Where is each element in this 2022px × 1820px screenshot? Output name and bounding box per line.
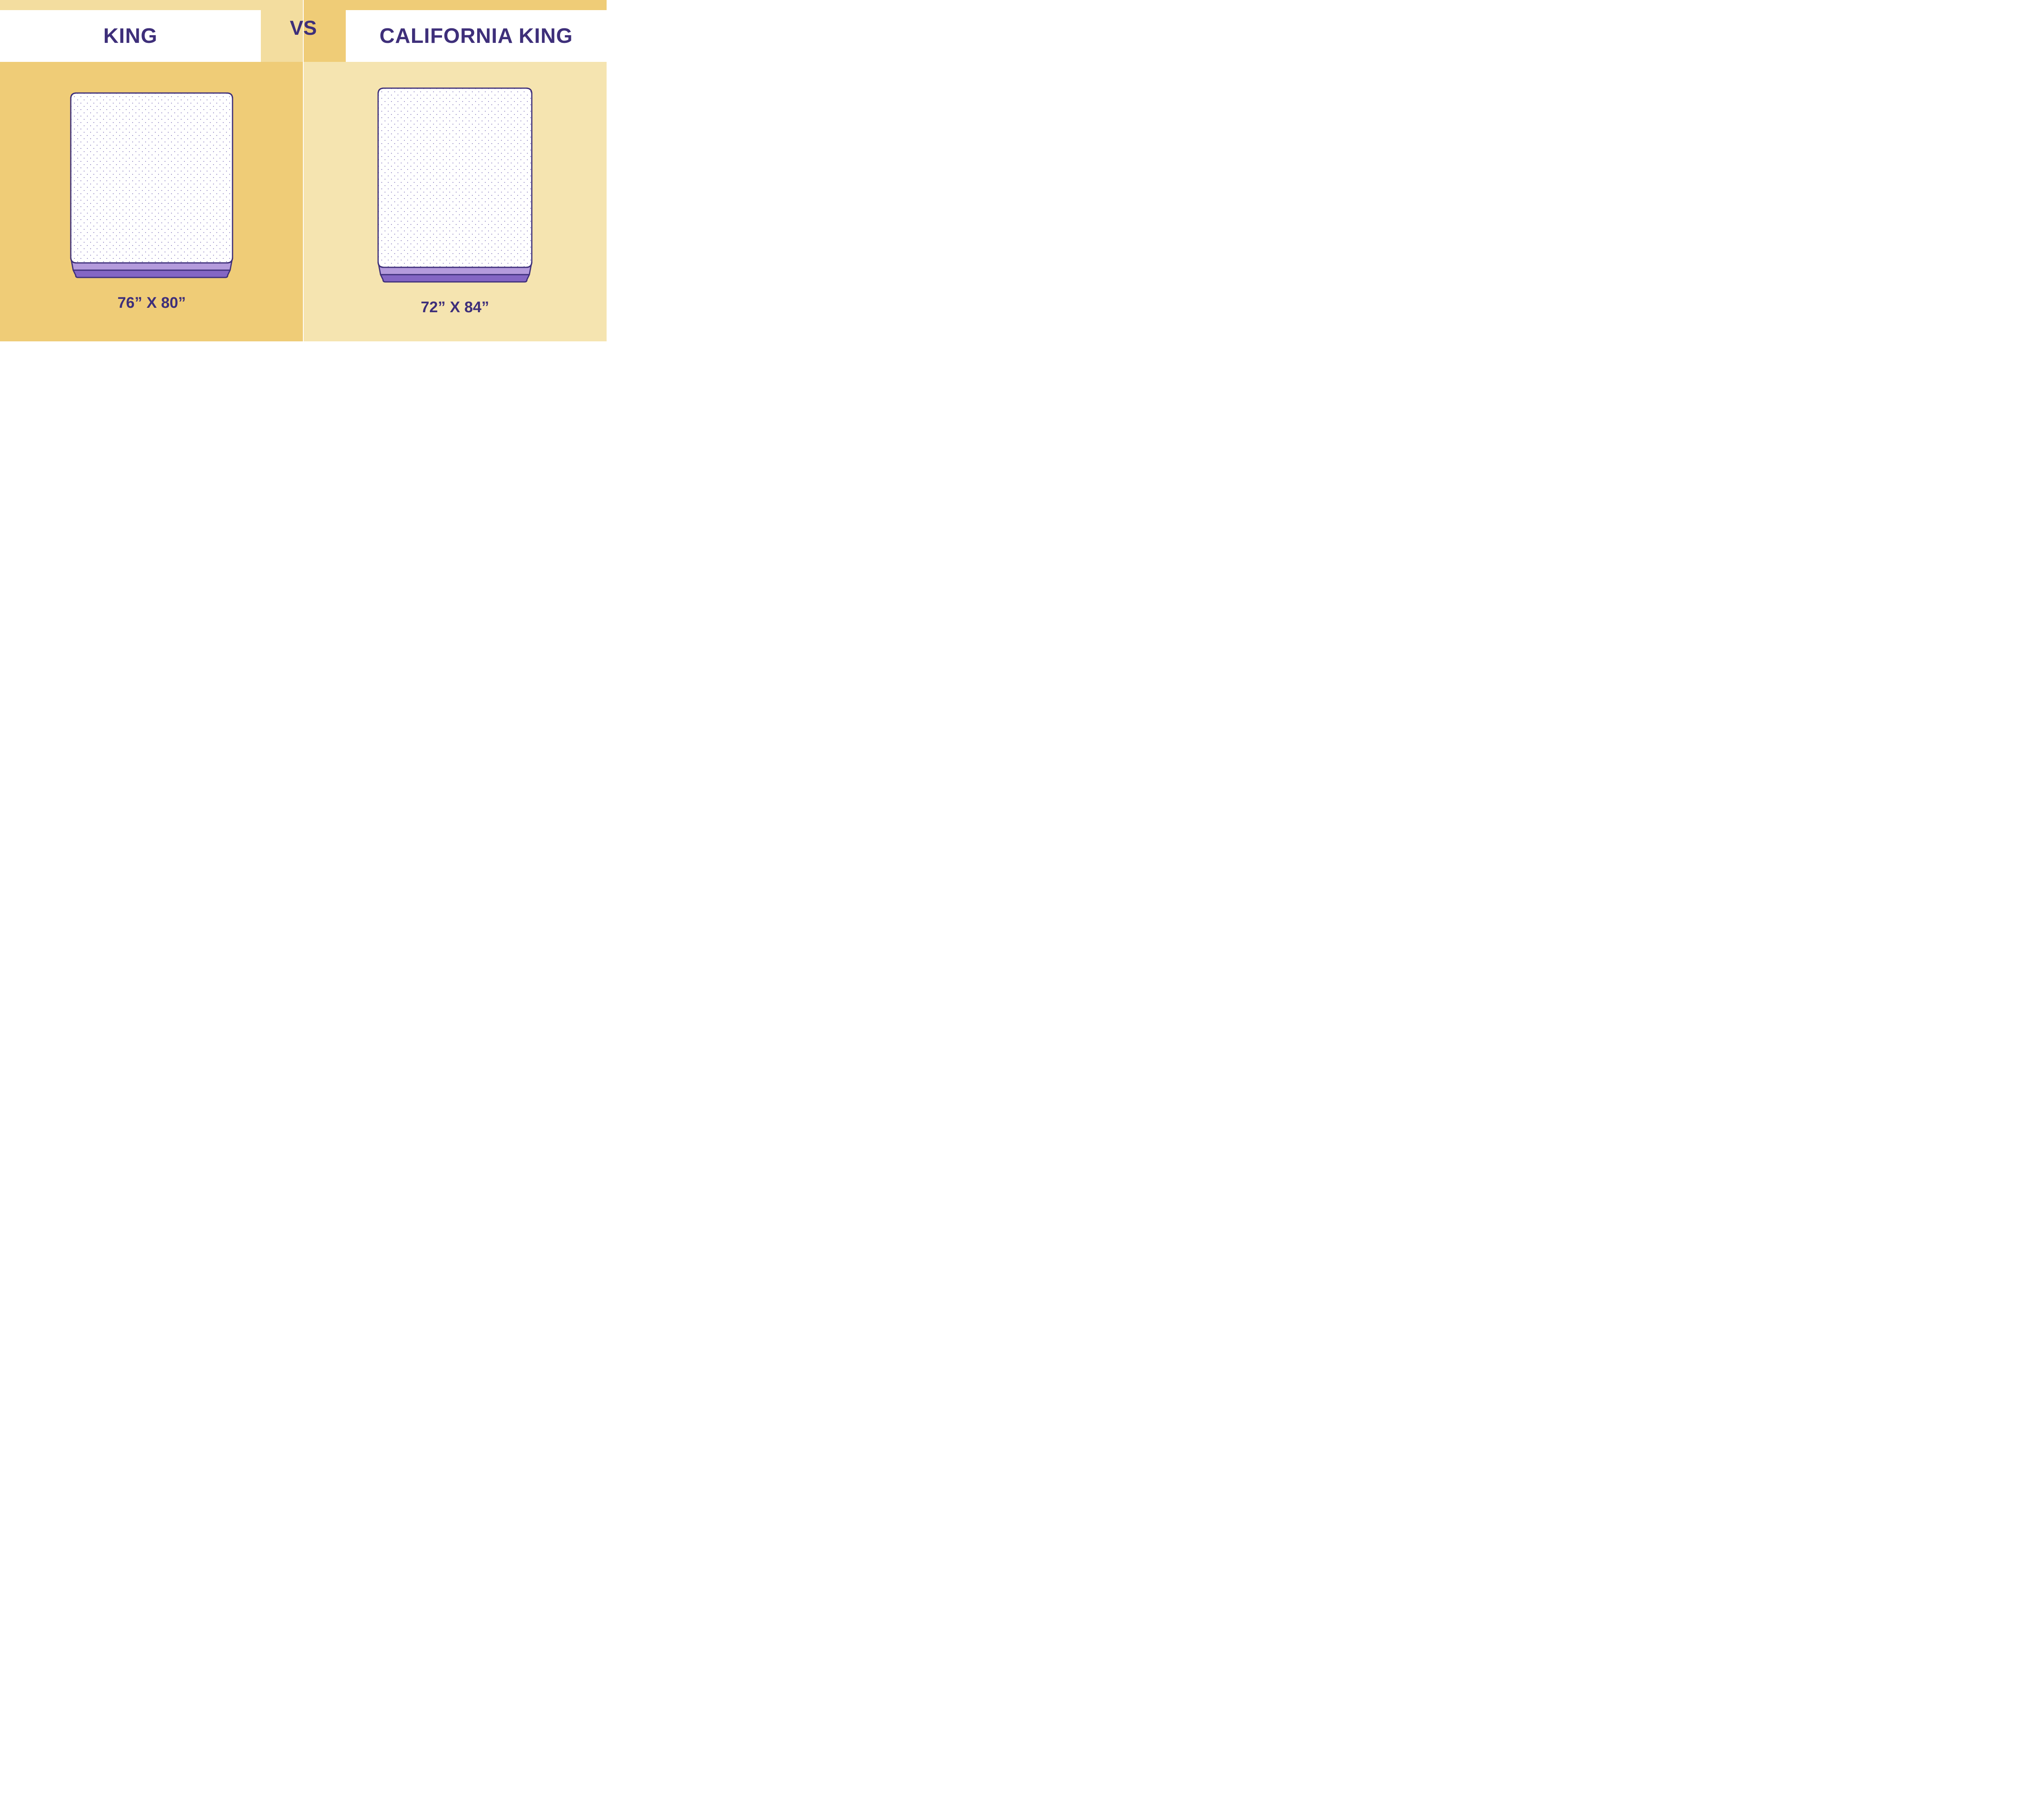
mattress-top-pattern xyxy=(378,88,532,267)
comparison-container: KING 76” X 80” CALIFORNIA KING xyxy=(0,0,607,341)
title-king: KING xyxy=(104,24,158,48)
mattress-illustration xyxy=(377,87,533,283)
mattress-king xyxy=(70,92,234,281)
mattress-california-king xyxy=(377,87,533,285)
dimensions-king: 76” X 80” xyxy=(118,294,186,312)
mattress-top-pattern xyxy=(71,93,233,263)
mattress-base-lower xyxy=(381,275,529,282)
mattress-area-california-king: 72” X 84” xyxy=(303,62,607,341)
vs-label: VS xyxy=(290,16,317,40)
panel-king: KING 76” X 80” xyxy=(0,0,303,341)
title-california-king: CALIFORNIA KING xyxy=(379,24,573,48)
mattress-area-king: 76” X 80” xyxy=(0,62,303,341)
header-strip-right xyxy=(303,0,607,10)
dimensions-california-king: 72” X 84” xyxy=(421,299,489,316)
panel-california-king: CALIFORNIA KING 72” X 84” xyxy=(303,0,607,341)
center-divider xyxy=(303,0,304,341)
header-strip-left xyxy=(0,0,303,10)
mattress-base-lower xyxy=(73,270,230,277)
title-bar-california-king: CALIFORNIA KING xyxy=(346,10,607,62)
title-bar-king: KING xyxy=(0,10,261,62)
mattress-illustration xyxy=(70,92,234,279)
